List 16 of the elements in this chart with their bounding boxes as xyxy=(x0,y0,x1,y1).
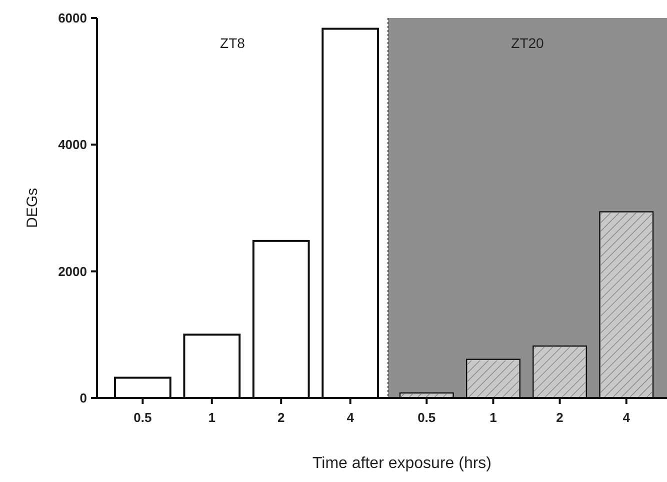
y-axis-title: DEGs xyxy=(24,188,41,228)
annotation: ZT20 xyxy=(511,35,544,51)
x-tick-label: 0.5 xyxy=(418,410,436,425)
x-tick-label: 4 xyxy=(622,410,631,425)
y-tick-label: 0 xyxy=(80,390,87,406)
x-tick-label: 4 xyxy=(346,410,355,425)
annotation: ZT8 xyxy=(220,35,246,51)
x-tick-label: 2 xyxy=(277,410,285,425)
x-tick-label: 0.5 xyxy=(134,410,152,425)
x-tick-label: 1 xyxy=(208,410,216,425)
y-tick-label: 6000 xyxy=(58,10,87,26)
y-tick-label: 2000 xyxy=(58,264,87,279)
x-tick-label: 1 xyxy=(490,410,497,425)
y-tick-label: 4000 xyxy=(58,137,87,152)
x-axis-title: Time after exposure (hrs) xyxy=(312,455,492,472)
x-tick-label: 2 xyxy=(556,410,564,425)
